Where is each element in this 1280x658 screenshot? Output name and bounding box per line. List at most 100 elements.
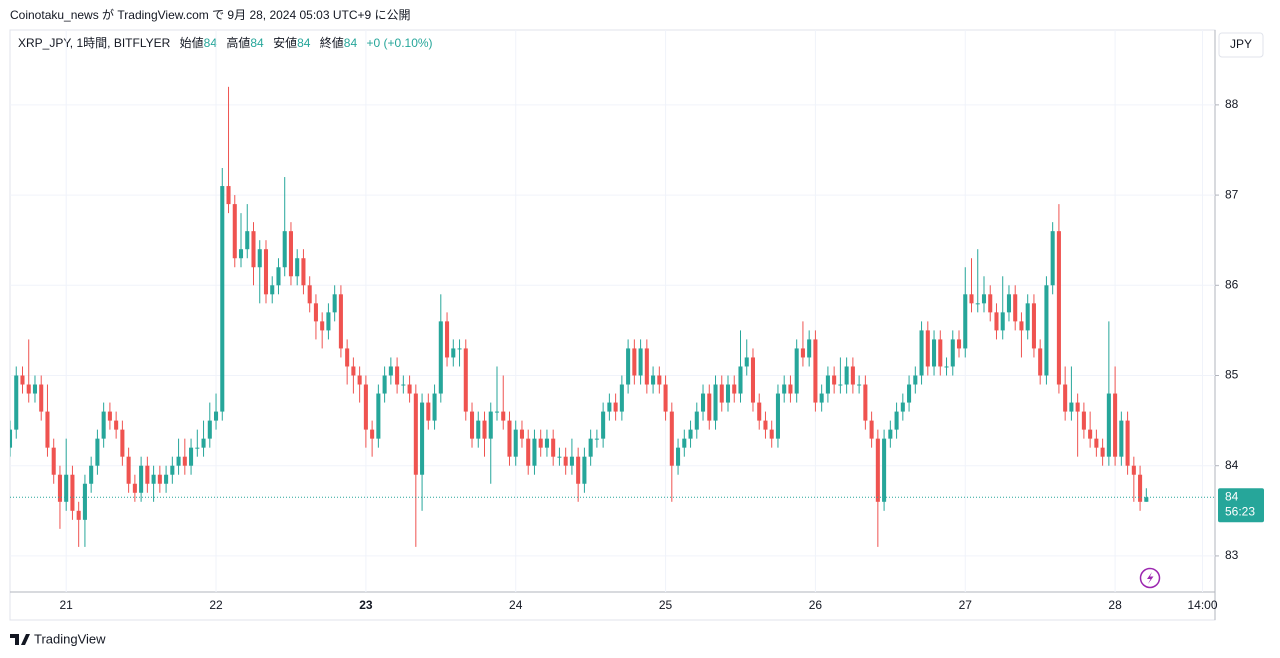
candle-body <box>513 429 518 457</box>
candle-body <box>925 330 930 367</box>
x-tick-label: 23 <box>359 598 373 612</box>
candle-body <box>126 456 131 484</box>
candle-body <box>563 456 568 466</box>
candle-body <box>445 321 450 358</box>
candle-body <box>10 429 13 448</box>
candle-body <box>969 294 974 304</box>
candle-body <box>588 438 593 457</box>
legend: XRP_JPY, 1時間, BITFLYER 始値84 高値84 安値84 終値… <box>18 35 433 50</box>
candle-body <box>551 438 556 457</box>
currency: JPY <box>1230 37 1252 51</box>
candle-body <box>701 393 706 412</box>
candle-body <box>688 429 693 439</box>
candle-body <box>1081 411 1086 430</box>
candle-body <box>838 384 843 386</box>
candle-body <box>288 231 293 277</box>
candle-body <box>420 402 425 475</box>
legend-symbol: XRP_JPY, 1時間, BITFLYER <box>18 36 171 50</box>
candle-body <box>57 474 62 502</box>
candle-body <box>975 303 980 305</box>
legend-open: 84 <box>204 36 218 50</box>
candle-body <box>295 258 300 277</box>
plot <box>10 30 1215 592</box>
candle-body <box>276 267 281 286</box>
tv-logo: TradingView <box>10 631 106 646</box>
candle-body <box>151 474 156 484</box>
candle-body <box>519 429 524 439</box>
candle-body <box>313 303 318 322</box>
candle-body <box>45 411 50 448</box>
logo-mark <box>10 634 30 645</box>
candle-body <box>432 393 437 421</box>
candle-body <box>626 348 631 385</box>
candle-body <box>1113 393 1118 457</box>
x-tick-label: 25 <box>659 598 673 612</box>
candle-body <box>719 384 724 403</box>
candle-body <box>164 474 169 484</box>
candle-body <box>582 456 587 484</box>
candle-body <box>232 204 237 259</box>
candle-body <box>320 321 325 331</box>
lightning-icon[interactable] <box>1139 567 1161 589</box>
x-tick-label: 28 <box>1108 598 1122 612</box>
candle-body <box>214 411 219 421</box>
footer-brand: TradingView <box>34 631 106 646</box>
candle-body <box>488 411 493 439</box>
currency-box[interactable] <box>1218 32 1264 58</box>
candle-body <box>332 294 337 313</box>
candle-body <box>769 429 774 439</box>
legend-close-label: 終値 <box>320 35 344 50</box>
candle-body <box>64 474 69 502</box>
candle-body <box>245 231 250 250</box>
candle-body <box>157 474 162 484</box>
candle-body <box>919 330 924 376</box>
x-tick-label: 14:00 <box>1187 598 1217 612</box>
candle-body <box>775 393 780 439</box>
candle-body <box>382 375 387 394</box>
candle-body <box>1038 348 1043 376</box>
candle-body <box>195 447 200 449</box>
candle-body <box>457 348 462 350</box>
candle-body <box>76 510 81 520</box>
candle-body <box>1125 420 1130 466</box>
candle-body <box>357 375 362 385</box>
candle-body <box>757 402 762 421</box>
candle-body <box>1031 303 1036 349</box>
x-tick-label: 22 <box>209 598 223 612</box>
candle-body <box>494 411 500 413</box>
candle-body <box>651 375 656 385</box>
candle-body <box>857 384 862 386</box>
candle-body <box>1094 438 1099 448</box>
candle-body <box>307 285 312 304</box>
candle-body <box>738 366 743 394</box>
candle-body <box>139 465 144 493</box>
candle-body <box>894 411 899 430</box>
candle-body <box>963 294 968 349</box>
candle-body <box>1131 465 1136 475</box>
legend-change: +0 (+0.10%) <box>367 36 433 50</box>
candle-body <box>613 402 618 412</box>
candle-body <box>114 420 119 430</box>
candle-body <box>1119 420 1124 457</box>
candle-body <box>170 465 175 475</box>
legend-close: 84 <box>344 36 358 50</box>
candle-body <box>1069 402 1074 412</box>
candle-body <box>145 465 150 484</box>
legend-high: 84 <box>250 36 264 50</box>
candle-body <box>482 420 487 439</box>
candle-body <box>1075 402 1080 412</box>
candle-body <box>744 357 749 367</box>
candle-body <box>663 384 668 412</box>
legend-open-label: 始値 <box>180 35 204 50</box>
candle-body <box>1063 384 1068 412</box>
candle-body <box>950 339 955 367</box>
candle-body <box>544 438 549 448</box>
y-tick-label: 88 <box>1225 97 1239 111</box>
candle-body <box>732 384 737 394</box>
candle-body <box>1013 294 1018 322</box>
candle-body <box>189 447 194 466</box>
candle-body <box>569 456 574 466</box>
candle-body <box>813 339 818 403</box>
candle-body <box>1025 303 1030 331</box>
